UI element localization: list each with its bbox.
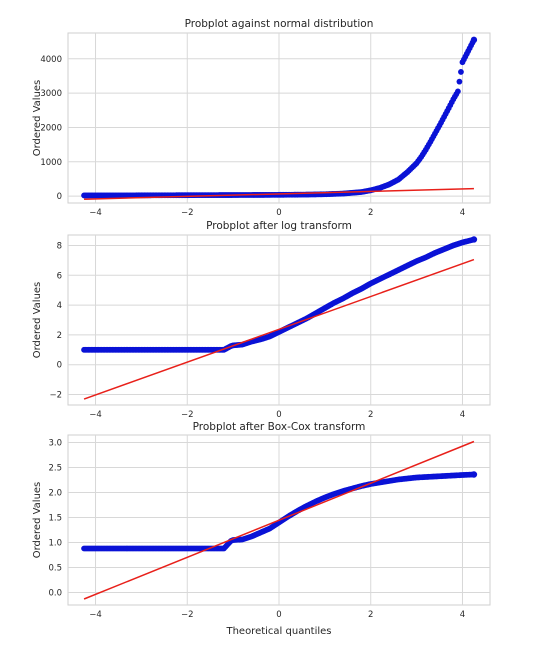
ticks: −4 −2 0 2 4 0 1000 2000 3000 4000 — [40, 55, 465, 218]
x-tick-label: −4 — [89, 610, 102, 620]
y-tick-label: 2.5 — [48, 464, 62, 474]
x-tick-label: 4 — [460, 410, 465, 420]
y-tick-label: 8 — [57, 241, 62, 251]
y-tick-label: 2 — [57, 331, 62, 341]
chart-panel-boxcox: −4 −2 0 2 4 0.0 0.5 1.0 1.5 2.0 2.5 3.0 Probplot af… — [32, 421, 491, 637]
y-tick-label: 3000 — [40, 89, 62, 99]
x-tick-label: 0 — [276, 410, 281, 420]
chart-title: Probplot after log transform — [206, 220, 352, 232]
ticks: −4 −2 0 2 4 0.0 0.5 1.0 1.5 2.0 2.5 3.0 — [48, 439, 465, 621]
chart-panel-log: −4 −2 0 2 4 −2 0 2 4 6 8 Probplot after log transf… — [32, 220, 491, 420]
y-axis-label: Ordered Values — [32, 282, 43, 359]
fit-line — [84, 187, 474, 200]
x-tick-label: 2 — [368, 410, 373, 420]
y-axis-label: Ordered Values — [32, 482, 43, 559]
y-tick-label: 1000 — [40, 158, 62, 168]
marks — [81, 440, 478, 600]
grid — [68, 435, 490, 605]
y-tick-label: 0.5 — [48, 564, 62, 574]
y-tick-label: −2 — [49, 391, 62, 401]
x-tick-label: 2 — [368, 208, 373, 218]
y-tick-label: 0.0 — [48, 589, 62, 599]
data-point — [470, 471, 478, 478]
y-tick-label: 3.0 — [48, 439, 62, 449]
ticks: −4 −2 0 2 4 −2 0 2 4 6 8 — [49, 241, 465, 420]
y-tick-label: 6 — [57, 271, 62, 281]
y-tick-label: 4000 — [40, 55, 62, 65]
x-tick-label: −2 — [181, 610, 194, 620]
data-point — [456, 78, 463, 85]
data-point — [458, 69, 464, 75]
chart-title: Probplot against normal distribution — [185, 18, 374, 30]
x-tick-label: −4 — [89, 410, 102, 420]
data-point — [470, 236, 478, 243]
x-tick-label: 4 — [460, 610, 465, 620]
marks — [81, 236, 478, 400]
x-tick-label: 4 — [460, 208, 465, 218]
y-tick-label: 2.0 — [48, 489, 62, 499]
y-axis-label: Ordered Values — [32, 80, 43, 157]
y-tick-label: 2000 — [40, 123, 62, 133]
y-tick-label: 4 — [57, 301, 62, 311]
fit-line — [83, 440, 475, 600]
x-tick-label: 0 — [276, 610, 281, 620]
y-tick-label: 1.5 — [48, 514, 62, 524]
x-tick-label: 2 — [368, 610, 373, 620]
y-tick-label: 0 — [57, 192, 62, 202]
y-tick-label: 1.0 — [48, 539, 62, 549]
marks — [81, 36, 478, 200]
x-axis-label: Theoretical quantiles — [225, 626, 331, 637]
x-tick-label: −2 — [181, 208, 194, 218]
grid — [68, 33, 490, 203]
x-tick-label: −4 — [89, 208, 102, 218]
chart-panel-normal: −4 −2 0 2 4 0 1000 2000 3000 4000 Probplot agains… — [32, 18, 491, 218]
data-point — [454, 88, 461, 95]
grid — [68, 235, 490, 405]
fit-line — [83, 258, 475, 400]
x-tick-label: 0 — [276, 208, 281, 218]
x-tick-label: −2 — [181, 410, 194, 420]
data-point — [470, 36, 478, 44]
chart-title: Probplot after Box-Cox transform — [193, 421, 366, 433]
y-tick-label: 0 — [57, 361, 62, 371]
